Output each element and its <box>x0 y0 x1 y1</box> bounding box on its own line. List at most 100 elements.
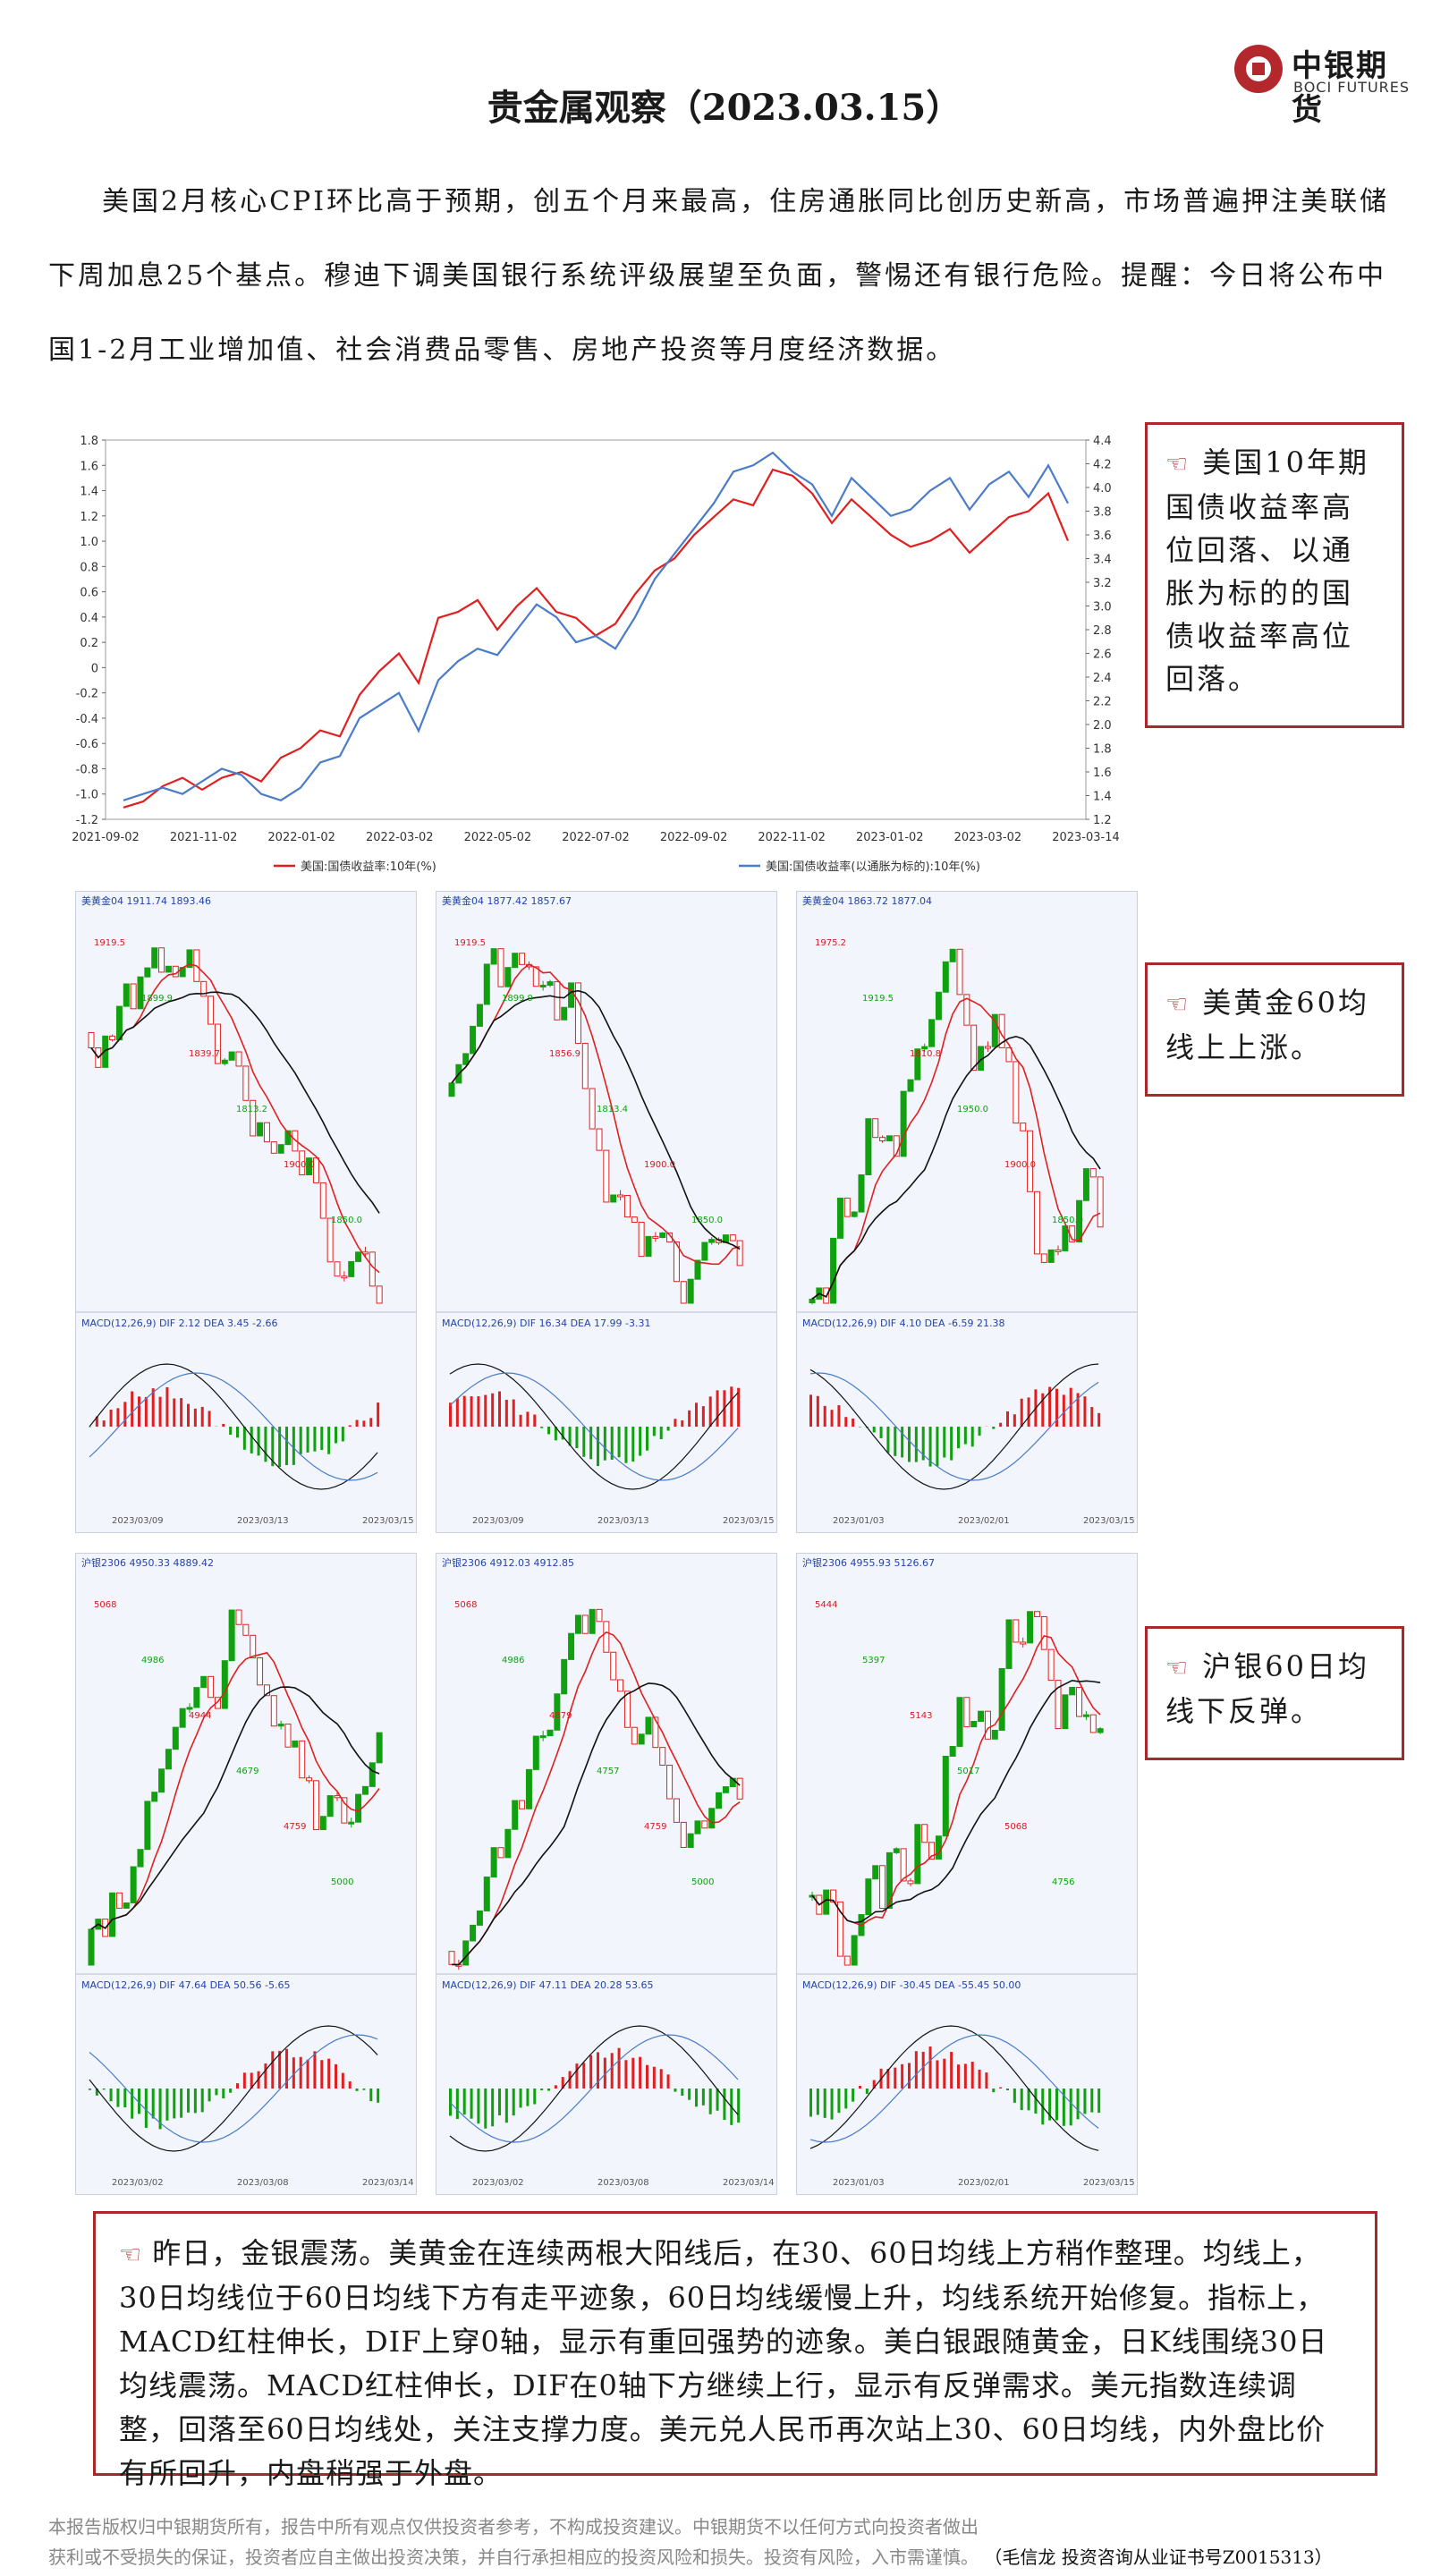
macd-bar <box>123 2089 127 2108</box>
macd-bar <box>708 2089 712 2114</box>
macd-bar <box>313 1427 317 1452</box>
candle <box>208 996 215 1025</box>
macd-bar <box>575 2063 579 2089</box>
macd-header: MACD(12,26,9) DIF 2.12 DEA 3.45 -2.66 <box>81 1318 277 1329</box>
macd-bar <box>963 2063 967 2089</box>
left-tick-label: 0.6 <box>80 587 98 600</box>
date-label: 2023/01/03 <box>833 2178 885 2188</box>
price-label: 1900.0 <box>644 1160 675 1170</box>
candle <box>1020 1641 1027 1645</box>
macd-bar <box>674 2089 677 2092</box>
macd-bar <box>597 2052 599 2089</box>
candle <box>701 1241 708 1261</box>
macd-bar <box>561 1427 564 1440</box>
macd-bar <box>666 1427 670 1431</box>
brand-emblem-icon <box>1234 45 1283 93</box>
candle <box>652 1235 659 1239</box>
macd-bar <box>455 2089 459 2119</box>
dif-line <box>449 1363 739 1490</box>
dea-line <box>809 1372 1099 1481</box>
price-label: 5397 <box>862 1656 885 1665</box>
candle <box>956 948 963 996</box>
macd-bar <box>1097 1412 1101 1427</box>
callout-treasury: ☜ 美国10年期国债收益率高位回落、以通胀为标的的国债收益率高位回落。 <box>1145 422 1404 728</box>
candle <box>574 1614 581 1634</box>
macd-header: MACD(12,26,9) DIF 4.10 DEA -6.59 21.38 <box>802 1318 1004 1329</box>
macd-bar <box>512 1399 515 1427</box>
macd-bar <box>695 2089 698 2107</box>
candle <box>257 1657 264 1686</box>
macd-bar <box>978 1427 981 1436</box>
macd-bar <box>278 2050 282 2089</box>
macd-bar <box>816 2089 819 2115</box>
price-label: 1813.2 <box>236 1105 267 1114</box>
plot-frame <box>105 439 1087 820</box>
date-label: 2023/03/02 <box>112 2178 164 2188</box>
candle <box>151 947 158 969</box>
disclaimer-line-1: 本报告版权归中银期货所有，报告中所有观点仅供投资者参考，不构成投资建议。中银期货… <box>48 2516 979 2538</box>
candle <box>1040 1253 1047 1263</box>
macd-bar <box>1062 2089 1065 2126</box>
candle <box>355 1251 362 1262</box>
candle <box>497 1847 504 1859</box>
macd-bar <box>208 1411 211 1427</box>
macd-bar <box>299 1427 302 1454</box>
macd-bar <box>992 2089 996 2093</box>
candle <box>214 1023 221 1064</box>
candle <box>512 1800 519 1830</box>
candle <box>1005 1046 1013 1063</box>
macd-bar <box>533 1414 537 1427</box>
ma-line-black <box>90 1686 380 1930</box>
candle <box>907 1079 914 1092</box>
macd-bar <box>1048 1386 1052 1427</box>
date-label: 2023/03/08 <box>237 2178 289 2188</box>
intro-paragraph: 美国2月核心CPI环比高于预期，创五个月来最高，住房通胀同比创历史新高，市场普遍… <box>48 186 1390 366</box>
candle <box>539 1735 547 1739</box>
macd-bar <box>1013 2089 1016 2103</box>
macd-bar <box>970 2062 974 2089</box>
dea-line <box>449 1372 739 1481</box>
macd-bar <box>173 1398 176 1427</box>
candle <box>448 1951 455 1965</box>
candle <box>1069 1687 1076 1696</box>
candle <box>221 1660 228 1709</box>
candle <box>561 1006 568 1021</box>
right-tick-label: 3.4 <box>1093 554 1112 567</box>
macd-bar <box>1083 1396 1087 1427</box>
date-label: 2023/03/13 <box>237 1516 289 1526</box>
candle <box>299 1150 306 1176</box>
candle <box>666 1765 674 1800</box>
x-tick-label: 2023-01-02 <box>856 831 924 844</box>
macd-bar <box>1020 1398 1023 1427</box>
right-tick-label: 2.4 <box>1093 672 1112 685</box>
candle <box>123 983 130 1007</box>
candle <box>200 1675 208 1689</box>
date-label: 2023/03/15 <box>1083 1516 1135 1526</box>
right-tick-label: 3.6 <box>1093 530 1112 543</box>
candle <box>708 1239 716 1243</box>
macd-bar <box>484 2089 487 2129</box>
macd-bar <box>498 2089 501 2116</box>
candle <box>172 1726 179 1750</box>
price-label: 5017 <box>957 1767 979 1776</box>
candle <box>991 1013 998 1047</box>
candle <box>603 1621 610 1653</box>
candle <box>369 1762 376 1787</box>
macd-header: MACD(12,26,9) DIF -30.45 DEA -55.45 50.0… <box>802 1979 1021 1991</box>
left-tick-label: 0.4 <box>80 612 98 625</box>
price-label: 1919.5 <box>454 938 486 948</box>
candle <box>659 1232 666 1239</box>
right-tick-label: 2.8 <box>1093 624 1112 638</box>
candle <box>935 991 942 1021</box>
macd-bar <box>477 2089 480 2124</box>
candle <box>581 1614 589 1634</box>
price-label: 1850.0 <box>691 1216 723 1225</box>
candle <box>659 1747 666 1767</box>
date-label: 2023/03/08 <box>597 2178 649 2188</box>
macd-bar <box>936 2060 939 2089</box>
pointing-hand-icon: ☜ <box>119 2240 143 2269</box>
candle <box>978 1710 985 1723</box>
macd-bar <box>844 2089 848 2109</box>
macd-bar <box>681 1420 684 1427</box>
callout-silver-text: 沪银60日均线下反弹。 <box>1165 1649 1370 1728</box>
